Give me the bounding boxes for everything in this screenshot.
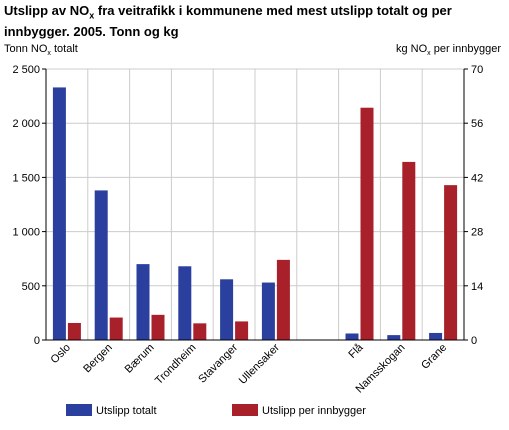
legend-label: Utslipp per innbygger: [262, 405, 366, 417]
y-axis-right-label: kg NOx per innbygger: [395, 43, 501, 58]
y-right-tick-label: 56: [471, 118, 483, 130]
y-right-tick-label: 14: [471, 281, 483, 293]
x-tick-label: Grane: [419, 342, 449, 372]
y-axis-left-label: Tonn NOx totalt: [4, 43, 78, 58]
bar-utslipp-totalt: [94, 190, 108, 340]
x-tick-label: Trondheim: [153, 342, 198, 387]
y-left-tick-label: 2 000: [12, 118, 40, 130]
bar-utslipp-totalt: [429, 332, 443, 340]
x-tick-label: Stavanger: [196, 341, 240, 385]
x-tick-label: Ullensaker: [237, 341, 282, 386]
bar-utslipp-per-innbygger: [193, 323, 207, 340]
x-tick-label: Bergen: [81, 342, 115, 376]
y-left-tick-label: 0: [34, 335, 40, 347]
x-tick-label: Oslo: [49, 342, 73, 366]
bar-utslipp-totalt: [220, 279, 234, 340]
legend-swatch: [232, 404, 258, 416]
bar-utslipp-per-innbygger: [151, 314, 165, 340]
y-right-tick-label: 0: [471, 335, 477, 347]
bar-utslipp-per-innbygger: [444, 185, 458, 340]
legend-label: Utslipp totalt: [96, 405, 157, 417]
bar-utslipp-totalt: [136, 264, 150, 340]
legend-swatch: [66, 404, 92, 416]
bar-utslipp-per-innbygger: [276, 259, 290, 340]
bar-utslipp-totalt: [178, 266, 192, 340]
y-left-tick-label: 1 500: [12, 172, 40, 184]
chart-title: Utslipp av NOx fra veitrafikk i kommunen…: [4, 3, 452, 39]
y-right-tick-label: 70: [471, 64, 483, 76]
bar-utslipp-totalt: [345, 333, 359, 340]
y-left-tick-label: 500: [22, 281, 40, 293]
y-left-tick-label: 1 000: [12, 227, 40, 239]
bar-utslipp-per-innbygger: [67, 322, 81, 340]
bar-utslipp-totalt: [261, 282, 275, 340]
bar-utslipp-per-innbygger: [360, 107, 374, 340]
x-tick-label: Bærum: [123, 342, 157, 376]
bar-utslipp-totalt: [387, 335, 401, 340]
x-tick-label: Flå: [346, 341, 366, 361]
bar-utslipp-per-innbygger: [235, 321, 249, 340]
y-right-tick-label: 42: [471, 172, 483, 184]
bar-utslipp-per-innbygger: [109, 317, 123, 340]
y-right-tick-label: 28: [471, 227, 483, 239]
bar-utslipp-totalt: [52, 87, 66, 340]
y-left-tick-label: 2 500: [12, 64, 40, 76]
bar-utslipp-per-innbygger: [402, 161, 416, 340]
